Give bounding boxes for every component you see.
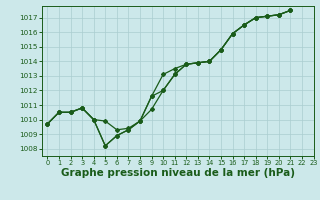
X-axis label: Graphe pression niveau de la mer (hPa): Graphe pression niveau de la mer (hPa) — [60, 168, 295, 178]
